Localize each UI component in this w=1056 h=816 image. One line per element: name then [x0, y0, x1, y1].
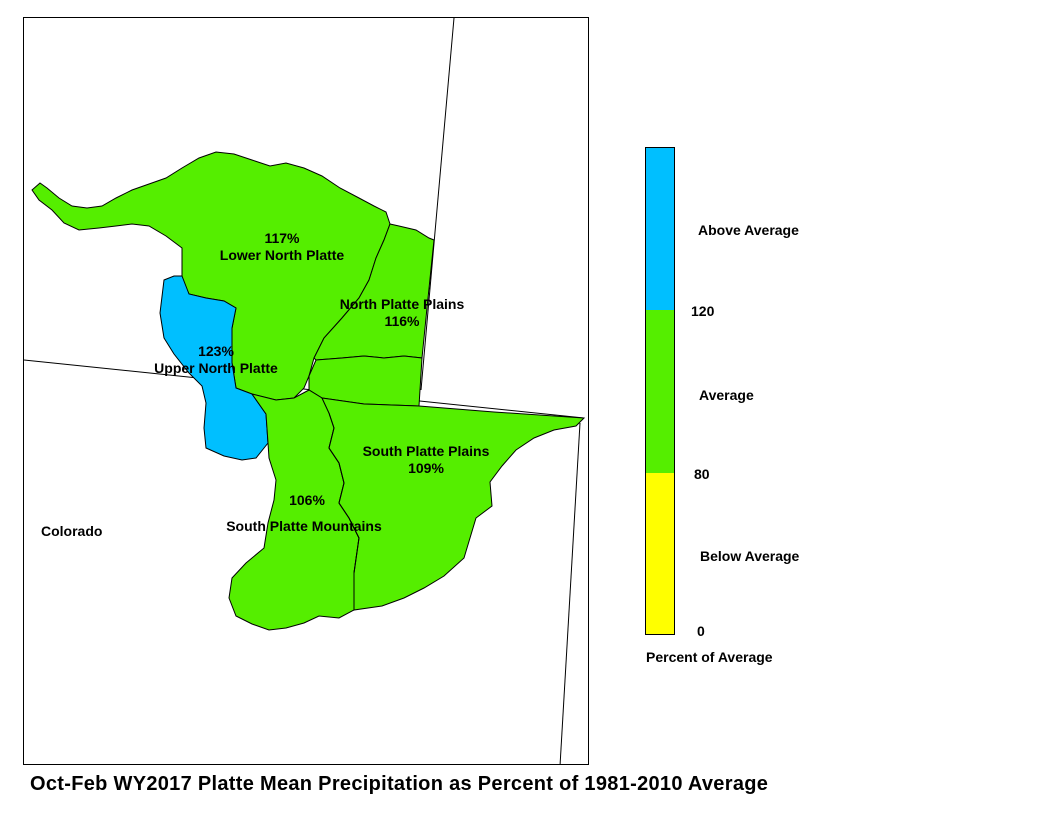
region-name: Upper North Platte — [154, 360, 278, 376]
legend-tick-0: 0 — [697, 623, 705, 639]
legend-caption: Percent of Average — [646, 649, 773, 665]
region-name: South Platte Mountains — [226, 518, 382, 534]
legend-label-average: Average — [699, 387, 754, 403]
region-label-upper-north-platte: 123% Upper North Platte — [116, 343, 316, 377]
legend-label-above: Above Average — [698, 222, 799, 238]
region-boundary — [328, 412, 360, 610]
percent-label: 123% — [198, 343, 234, 359]
state-label: Colorado — [41, 523, 103, 539]
state-border-line — [420, 18, 455, 391]
region-label-south-platte-mountains-name: South Platte Mountains — [204, 518, 404, 535]
legend-tick-80: 80 — [694, 466, 710, 482]
map-title: Oct-Feb WY2017 Platte Mean Precipitation… — [30, 773, 769, 795]
legend-label-below: Below Average — [700, 548, 800, 564]
percent-label: 117% — [264, 230, 300, 246]
legend-segment-average — [646, 310, 674, 473]
percent-label: 106% — [289, 492, 325, 508]
percent-label: 116% — [384, 313, 420, 329]
region-label-north-platte-plains: North Platte Plains 116% — [302, 296, 502, 330]
legend-tick-120: 120 — [691, 303, 715, 319]
region-north-platte-plains-lower — [308, 355, 423, 407]
map-frame: 117% Lower North Platte North Platte Pla… — [23, 17, 589, 765]
region-label-lower-north-platte: 117% Lower North Platte — [182, 230, 382, 264]
legend-color-bar — [645, 147, 675, 635]
region-south-platte-plains — [321, 397, 586, 611]
basin-map — [24, 18, 586, 764]
region-label-south-platte-plains: South Platte Plains 109% — [326, 443, 526, 477]
region-name: Lower North Platte — [219, 247, 345, 263]
state-border-line — [24, 359, 585, 419]
region-label-south-platte-mountains-percent: 106% — [257, 492, 357, 509]
percent-label: 109% — [408, 460, 444, 476]
legend-segment-above — [646, 148, 674, 310]
region-name: South Platte Plains — [362, 443, 490, 459]
region-name: North Platte Plains — [339, 296, 465, 312]
legend-segment-below — [646, 473, 674, 634]
state-border-line — [559, 422, 581, 764]
